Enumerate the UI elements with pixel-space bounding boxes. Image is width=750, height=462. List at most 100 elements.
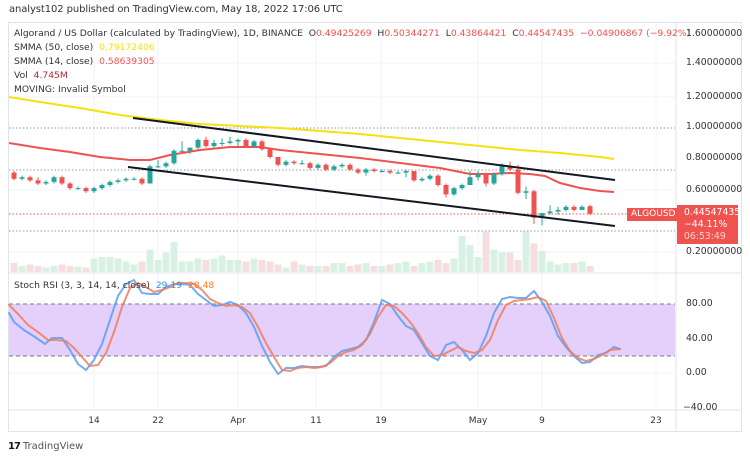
stoch-d-line bbox=[8, 281, 621, 373]
volume-bar bbox=[186, 261, 194, 272]
price-axis-label: 1.20000000 bbox=[686, 91, 743, 102]
time-axis-label: 11 bbox=[310, 416, 322, 426]
tradingview-logo-icon: 17 bbox=[8, 441, 21, 452]
candle-body bbox=[387, 171, 393, 173]
volume-bar bbox=[306, 266, 314, 272]
volume-bar bbox=[154, 260, 162, 272]
volume-bar bbox=[250, 258, 258, 272]
candle-body bbox=[179, 150, 185, 152]
volume-bar bbox=[474, 257, 482, 272]
price-axis-label: 1.40000000 bbox=[686, 57, 743, 68]
candle-body bbox=[435, 175, 441, 186]
volume-bar bbox=[570, 263, 578, 272]
candle-body bbox=[403, 171, 409, 173]
candle-body bbox=[427, 175, 433, 179]
volume-bar bbox=[410, 266, 418, 272]
smma50-legend[interactable]: SMMA (50, close) 0.79172406 bbox=[14, 42, 155, 53]
candle-body bbox=[267, 149, 273, 158]
volume-bar bbox=[146, 249, 154, 272]
smma50-line bbox=[8, 96, 615, 160]
open-label: O bbox=[308, 28, 317, 39]
volume-bar bbox=[354, 264, 362, 272]
smma14-legend[interactable]: SMMA (14, close) 0.58639305 bbox=[14, 56, 155, 67]
volume-bar bbox=[42, 267, 50, 272]
volume-bar bbox=[442, 263, 450, 272]
candle-body bbox=[475, 174, 481, 178]
candle-body bbox=[219, 142, 225, 144]
candle-body bbox=[115, 180, 121, 182]
dotted-levels bbox=[9, 127, 675, 232]
stoch-band bbox=[9, 304, 675, 356]
candle-body bbox=[363, 169, 369, 173]
candle-body bbox=[259, 141, 265, 150]
volume-bar bbox=[282, 267, 290, 272]
candle-body bbox=[371, 169, 377, 172]
volume-bar bbox=[426, 261, 434, 272]
volume-bar bbox=[18, 266, 26, 272]
volume-legend[interactable]: Vol 4.745M bbox=[14, 70, 68, 81]
candle-body bbox=[163, 163, 169, 167]
candle-body bbox=[315, 164, 321, 168]
candle-body bbox=[67, 183, 73, 189]
volume-bar bbox=[74, 266, 82, 272]
volume-bar bbox=[162, 252, 170, 272]
candle-body bbox=[227, 141, 233, 143]
time-axis-label: Apr bbox=[230, 416, 246, 426]
candle-body bbox=[123, 178, 129, 181]
volume-bar bbox=[122, 261, 130, 272]
close-value: 0.44547435 bbox=[518, 28, 575, 39]
volume-label: Vol bbox=[14, 70, 28, 81]
smma14-line bbox=[8, 142, 615, 193]
candle-body bbox=[555, 209, 561, 212]
lower-channel-line[interactable] bbox=[127, 166, 616, 227]
volume-bar bbox=[314, 266, 322, 272]
volume-bar bbox=[402, 261, 410, 272]
moving-label: MOVING: Invalid Symbol bbox=[14, 84, 126, 95]
volume-bar bbox=[522, 231, 530, 272]
volume-bar bbox=[506, 252, 514, 272]
volume-bar bbox=[298, 264, 306, 272]
volume-bar bbox=[10, 263, 18, 272]
time-axis-label: 9 bbox=[539, 416, 545, 426]
candle-body bbox=[531, 191, 537, 218]
change-percent: −44.11% bbox=[684, 219, 728, 230]
candle-body bbox=[35, 180, 41, 184]
candle-body bbox=[283, 161, 289, 165]
candle-body bbox=[139, 178, 145, 184]
candle-body bbox=[563, 206, 569, 210]
candle-body bbox=[291, 161, 297, 164]
smma50-value: 0.79172406 bbox=[99, 42, 155, 53]
symbol-legend[interactable]: Algorand / US Dollar (calculated by Trad… bbox=[14, 28, 690, 39]
volume-bar bbox=[226, 260, 234, 272]
upper-channel-line[interactable] bbox=[132, 117, 616, 181]
candle-body bbox=[379, 171, 385, 173]
volume-bar bbox=[386, 264, 394, 272]
tradingview-brand: TradingView bbox=[22, 441, 84, 452]
candle-body bbox=[499, 166, 505, 175]
stoch-k-value: 29.19 bbox=[155, 280, 183, 291]
volume-bar bbox=[66, 266, 74, 272]
high-label: H bbox=[377, 28, 385, 39]
candle-body bbox=[27, 177, 33, 181]
candle-body bbox=[587, 206, 593, 214]
volume-bar bbox=[266, 261, 274, 272]
candle-body bbox=[251, 141, 257, 147]
candle-body bbox=[355, 169, 361, 173]
candle-body bbox=[211, 142, 217, 147]
time-axis-label: 14 bbox=[88, 416, 100, 426]
volume-bar bbox=[338, 263, 346, 272]
volume-bar bbox=[546, 261, 554, 272]
candle-body bbox=[515, 169, 521, 193]
tradingview-logo[interactable]: 17 TradingView bbox=[8, 441, 83, 452]
candle-body bbox=[483, 174, 489, 184]
candle-body bbox=[59, 177, 65, 184]
volume-bar bbox=[466, 245, 474, 272]
candle-body bbox=[411, 171, 417, 181]
stoch-axis-label: −40.00 bbox=[683, 402, 718, 413]
moving-legend[interactable]: MOVING: Invalid Symbol bbox=[14, 84, 126, 95]
volume-bar bbox=[210, 258, 218, 272]
stoch-legend[interactable]: Stoch RSI (3, 3, 14, 14, close) 29.19 28… bbox=[14, 280, 214, 291]
price-axis-label: 0.20000000 bbox=[686, 246, 743, 257]
candle-body bbox=[451, 188, 457, 195]
